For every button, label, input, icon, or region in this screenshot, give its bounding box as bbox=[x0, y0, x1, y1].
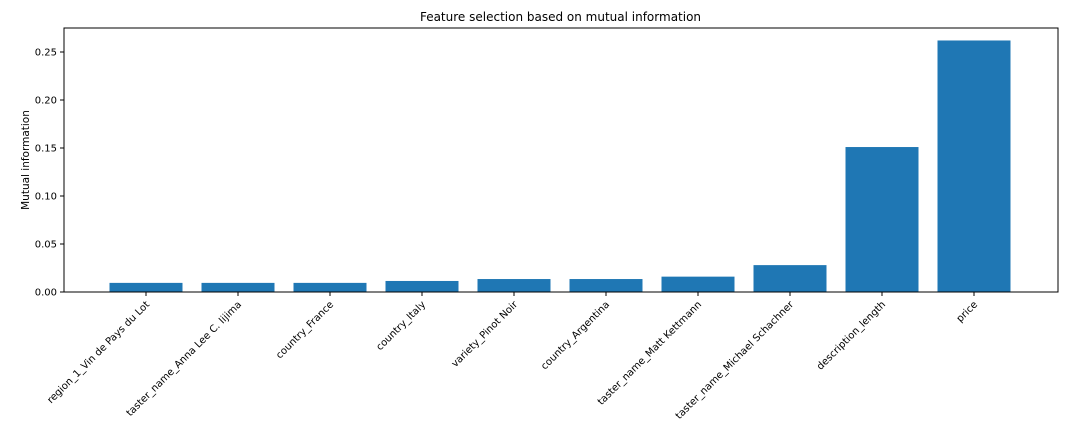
y-tick-label: 0.00 bbox=[35, 288, 57, 299]
bar bbox=[845, 147, 919, 292]
y-tick-label: 0.05 bbox=[35, 240, 57, 251]
y-tick-label: 0.20 bbox=[35, 96, 57, 107]
bar bbox=[661, 276, 735, 292]
x-tick-label: variety_Pinot Noir bbox=[450, 299, 521, 370]
x-tick-label: taster_name_Matt Kettmann bbox=[596, 299, 704, 407]
bar bbox=[937, 40, 1011, 293]
bar bbox=[293, 282, 367, 292]
y-tick-label: 0.25 bbox=[35, 48, 57, 59]
x-tick-label: description_length bbox=[815, 299, 888, 372]
bar bbox=[109, 282, 183, 292]
plot-frame bbox=[63, 27, 1059, 293]
y-axis-label: Mutual information bbox=[20, 110, 32, 210]
x-tick-label: country_Argentina bbox=[539, 299, 612, 372]
bar bbox=[201, 282, 275, 292]
x-tick-label: taster_name_Anna Lee C. Iijima bbox=[125, 299, 245, 419]
y-tick-label: 0.10 bbox=[35, 192, 57, 203]
x-tick-label: price bbox=[955, 299, 980, 324]
bar bbox=[753, 265, 827, 292]
x-axis: region_1_Vin de Pays du Lottaster_name_A… bbox=[45, 292, 980, 422]
bar bbox=[477, 279, 551, 292]
chart-title: Feature selection based on mutual inform… bbox=[420, 10, 701, 24]
x-tick-label: country_France bbox=[274, 299, 336, 361]
y-axis: 0.00 0.05 0.10 0.15 0.20 0.25 bbox=[35, 48, 64, 299]
bars-group bbox=[109, 40, 1011, 293]
x-tick-label: region_1_Vin de Pays du Lot bbox=[45, 299, 152, 406]
y-tick-label: 0.15 bbox=[35, 144, 57, 155]
x-tick-label: country_Italy bbox=[374, 299, 428, 353]
bar bbox=[569, 279, 643, 292]
bar bbox=[385, 280, 459, 292]
